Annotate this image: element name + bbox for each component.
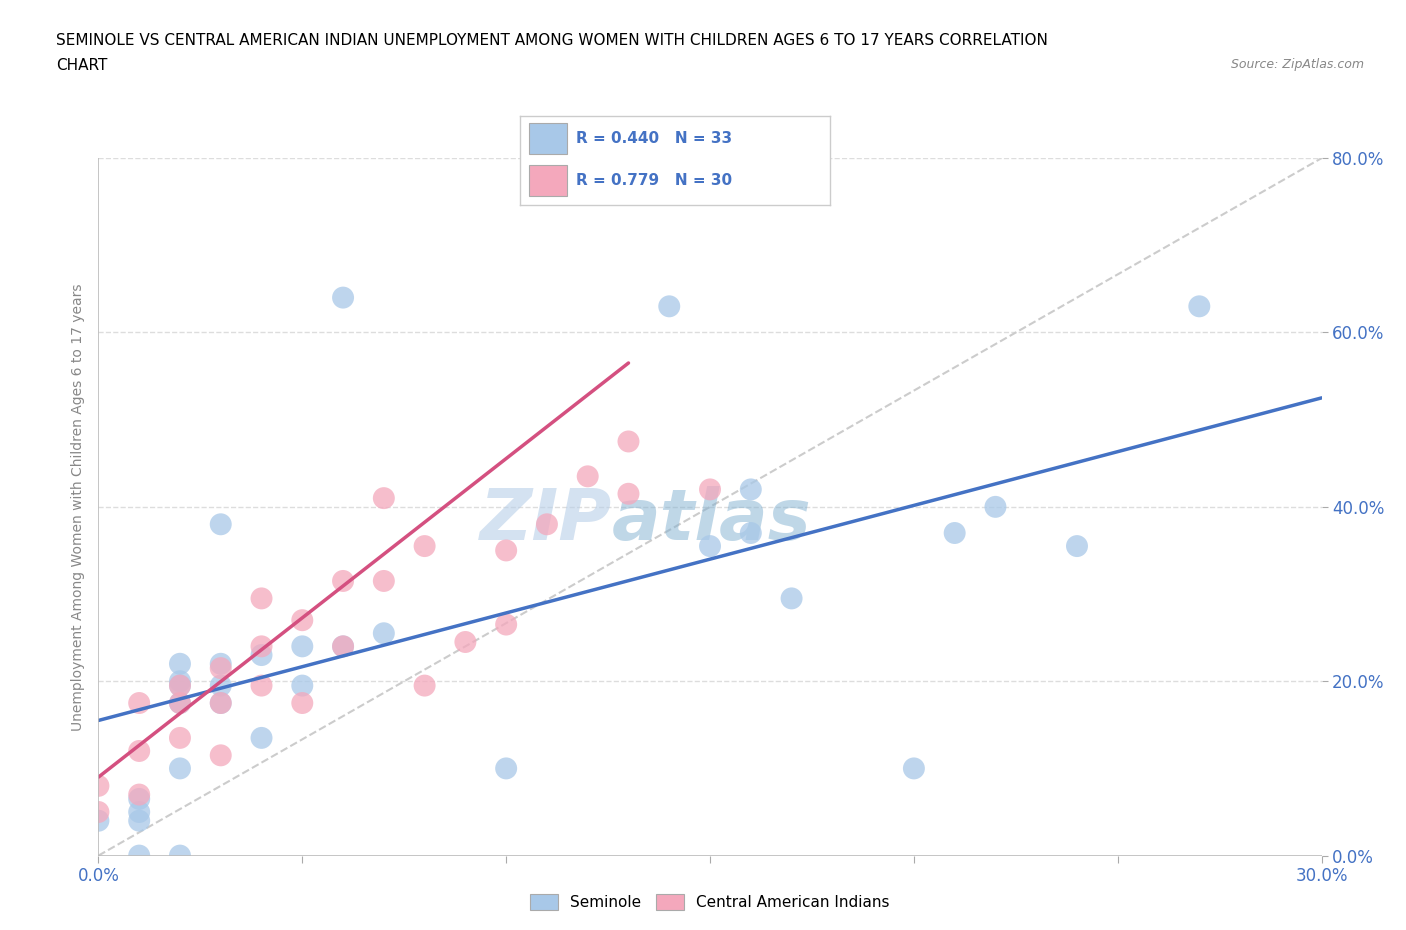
Text: ZIP: ZIP: [479, 486, 612, 555]
Point: [250, 591, 273, 605]
Point: [250, 647, 273, 662]
Point: [169, 696, 191, 711]
Point: [209, 517, 232, 532]
Text: R = 0.440   N = 33: R = 0.440 N = 33: [576, 131, 733, 146]
Point: [291, 678, 314, 693]
Y-axis label: Unemployment Among Women with Children Ages 6 to 17 years: Unemployment Among Women with Children A…: [72, 283, 86, 731]
Point: [373, 626, 395, 641]
Point: [128, 813, 150, 829]
Text: atlas: atlas: [612, 486, 811, 555]
Point: [454, 634, 477, 649]
Point: [332, 639, 354, 654]
Point: [209, 696, 232, 711]
Point: [332, 290, 354, 305]
Point: [617, 434, 640, 449]
Point: [658, 299, 681, 313]
Point: [617, 486, 640, 501]
Legend: Seminole, Central American Indians: Seminole, Central American Indians: [523, 886, 897, 918]
Point: [943, 525, 966, 540]
Point: [332, 574, 354, 589]
Point: [250, 639, 273, 654]
Point: [209, 660, 232, 675]
Point: [169, 730, 191, 745]
Point: [373, 491, 395, 506]
Point: [250, 678, 273, 693]
Point: [87, 778, 110, 793]
Point: [413, 538, 436, 553]
Point: [250, 730, 273, 745]
Point: [128, 848, 150, 863]
Point: [291, 696, 314, 711]
Point: [209, 696, 232, 711]
Point: [1066, 538, 1088, 553]
Point: [536, 517, 558, 532]
Point: [291, 613, 314, 628]
Point: [332, 639, 354, 654]
Point: [87, 804, 110, 819]
Point: [128, 696, 150, 711]
Point: [169, 657, 191, 671]
Text: CHART: CHART: [56, 58, 108, 73]
Point: [576, 469, 599, 484]
Point: [209, 748, 232, 763]
Point: [903, 761, 925, 776]
Point: [209, 657, 232, 671]
Point: [413, 678, 436, 693]
Point: [495, 543, 517, 558]
Point: [699, 482, 721, 497]
Point: [740, 482, 762, 497]
Point: [984, 499, 1007, 514]
Text: SEMINOLE VS CENTRAL AMERICAN INDIAN UNEMPLOYMENT AMONG WOMEN WITH CHILDREN AGES : SEMINOLE VS CENTRAL AMERICAN INDIAN UNEM…: [56, 33, 1047, 47]
Point: [87, 813, 110, 829]
Point: [128, 804, 150, 819]
Point: [291, 639, 314, 654]
Point: [169, 696, 191, 711]
Point: [169, 678, 191, 693]
Point: [169, 761, 191, 776]
Point: [495, 761, 517, 776]
Point: [1188, 299, 1211, 313]
Text: Source: ZipAtlas.com: Source: ZipAtlas.com: [1230, 58, 1364, 71]
Point: [495, 618, 517, 632]
Point: [740, 525, 762, 540]
Point: [128, 787, 150, 802]
Point: [780, 591, 803, 605]
Point: [169, 673, 191, 688]
Point: [128, 744, 150, 759]
Point: [699, 538, 721, 553]
Point: [373, 574, 395, 589]
Text: R = 0.779   N = 30: R = 0.779 N = 30: [576, 173, 733, 188]
Point: [169, 678, 191, 693]
Point: [169, 848, 191, 863]
Point: [209, 678, 232, 693]
Point: [128, 791, 150, 806]
FancyBboxPatch shape: [530, 165, 567, 196]
FancyBboxPatch shape: [530, 124, 567, 154]
